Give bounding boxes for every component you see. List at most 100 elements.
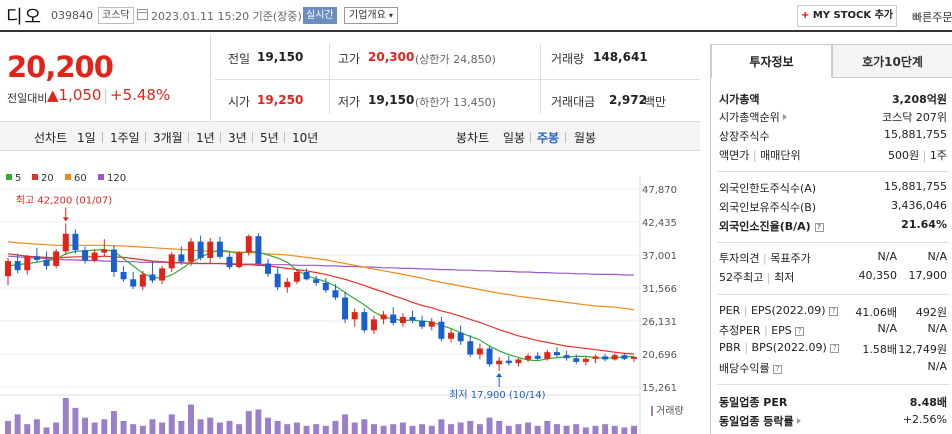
volume-bar bbox=[592, 425, 599, 434]
datetime: 2023.01.11 15:20 기준(장중) bbox=[151, 10, 302, 23]
line-chart-label: 선차트 bbox=[34, 131, 68, 145]
candle-body bbox=[284, 281, 291, 288]
volume-bar bbox=[332, 420, 339, 434]
candle-chart-label: 봉차트 bbox=[456, 131, 490, 145]
foreign-hold-value: 3,436,046 bbox=[891, 199, 947, 212]
foreign-limit-label: 외국인한도주식수(A) bbox=[719, 182, 817, 195]
foreign-hold-label: 외국인보유주식수(B) bbox=[719, 201, 817, 214]
high-label: 고가 bbox=[338, 52, 361, 66]
y-tick-label: 37,001 bbox=[642, 251, 677, 262]
period-1y[interactable]: 1년 bbox=[196, 131, 215, 145]
candle-body bbox=[563, 355, 570, 359]
volume-bar bbox=[236, 424, 243, 434]
market-cap-rank-label[interactable]: 시가총액순위 bbox=[719, 109, 787, 125]
range52-label: 52주최고 | 최저 bbox=[719, 271, 795, 284]
candle-body bbox=[544, 352, 551, 359]
info-row: PER | EPS(2022.09) ? 41.06배 492원 bbox=[719, 304, 951, 320]
help-icon[interactable]: ? bbox=[795, 327, 805, 336]
target-value: N/A bbox=[927, 250, 947, 263]
info-row: 투자의견 | 목표주가 N/A N/A bbox=[719, 250, 951, 266]
candle-body bbox=[33, 256, 40, 260]
ma-legend-label: 120 bbox=[107, 173, 126, 184]
volume-legend-mark bbox=[651, 406, 653, 416]
volume-bar bbox=[14, 414, 21, 434]
opinion-value: N/A bbox=[877, 250, 897, 263]
candle-body bbox=[419, 320, 426, 327]
info-row: 52주최고 | 최저 40,350 17,900 bbox=[719, 269, 951, 285]
sector-rate-label[interactable]: 동일업종 등락률 bbox=[719, 413, 801, 429]
face-unit-value: 500원 | 1주 bbox=[888, 149, 947, 162]
info-row: PBR | BPS(2022.09) ? 1.58배 12,749원 bbox=[719, 341, 951, 357]
foreign-limit-value: 15,881,755 bbox=[884, 180, 947, 193]
candle-body bbox=[207, 241, 214, 259]
plus-icon: + bbox=[800, 10, 810, 21]
ma-legend-swatch bbox=[32, 174, 38, 180]
y-tick-label: 26,131 bbox=[642, 317, 677, 328]
price-chart[interactable]: 47,870 42,435 37,001 31,566 26,131 20,696 15,2… bbox=[0, 152, 700, 434]
candle-body bbox=[361, 312, 368, 331]
volume-bar bbox=[139, 425, 146, 434]
candle-body bbox=[582, 358, 589, 362]
volume-bar bbox=[207, 417, 214, 434]
tab-invest-info[interactable]: 투자정보 bbox=[711, 44, 832, 78]
volume-bar bbox=[303, 425, 310, 434]
ma-legend-label: 5 bbox=[15, 173, 21, 184]
volume-value: 148,641 bbox=[593, 50, 648, 64]
candle-body bbox=[534, 355, 541, 359]
prev-close-label: 전일 bbox=[228, 52, 251, 66]
volume-bar bbox=[525, 422, 532, 434]
sector-rate-value: +2.56% bbox=[902, 413, 947, 426]
candle-body bbox=[168, 254, 175, 269]
candle-body bbox=[448, 332, 455, 339]
divider bbox=[717, 242, 949, 243]
candle-body bbox=[573, 358, 580, 362]
period-monthly[interactable]: 월봉 bbox=[574, 131, 597, 145]
company-info-button[interactable]: 기업개요 ▾ bbox=[344, 7, 399, 24]
ma-legend-swatch bbox=[6, 174, 12, 180]
face-unit-label: 액면가 | 매매단위 bbox=[719, 149, 801, 162]
period-10y[interactable]: 10년 bbox=[292, 131, 319, 145]
period-5y[interactable]: 5년 bbox=[260, 131, 279, 145]
candle-body bbox=[621, 355, 628, 359]
period-1w[interactable]: 1주일 bbox=[110, 131, 140, 145]
quick-order-link[interactable]: 빠른주문 bbox=[912, 11, 952, 24]
period-weekly[interactable]: 주봉 bbox=[537, 131, 560, 145]
est-per-value: N/A bbox=[877, 322, 897, 335]
tab-orderbook-10[interactable]: 호가10단계 bbox=[832, 44, 952, 78]
volume-bar bbox=[361, 419, 368, 434]
volume-bar bbox=[82, 417, 89, 434]
volume-bar bbox=[120, 420, 127, 434]
company-info-label: 기업개요 bbox=[349, 10, 386, 21]
ma-legend-label: 20 bbox=[41, 173, 54, 184]
period-3m[interactable]: 3개월 bbox=[153, 131, 183, 145]
volume-bar bbox=[448, 424, 455, 434]
candle-body bbox=[457, 332, 464, 342]
candle-body bbox=[486, 348, 493, 365]
help-icon[interactable]: ? bbox=[829, 307, 839, 316]
stock-code: 039840 bbox=[51, 9, 93, 22]
period-daily[interactable]: 일봉 bbox=[503, 131, 526, 145]
est-eps-value: N/A bbox=[927, 322, 947, 335]
volume-bar bbox=[245, 411, 252, 434]
candle-body bbox=[409, 316, 416, 321]
period-3y[interactable]: 3년 bbox=[228, 131, 247, 145]
period-1d[interactable]: 1일 bbox=[77, 131, 96, 145]
info-row: 동일업종 등락률 +2.56% bbox=[719, 413, 951, 429]
per-eps-label: PER | EPS(2022.09) ? bbox=[719, 304, 839, 317]
add-my-stock-button[interactable]: + MY STOCK 추가 bbox=[797, 5, 897, 27]
prev-close-value: 19,150 bbox=[257, 50, 304, 64]
help-icon[interactable]: ? bbox=[830, 344, 840, 353]
dividend-value: N/A bbox=[927, 360, 947, 373]
volume-bar bbox=[496, 420, 503, 434]
candle-body bbox=[265, 263, 272, 274]
help-icon[interactable]: ? bbox=[773, 365, 783, 374]
market-cap-value: 3,208억원 bbox=[891, 93, 947, 106]
volume-bar bbox=[293, 422, 300, 434]
market-badge: 코스닥 bbox=[98, 7, 134, 24]
candle-body bbox=[187, 241, 194, 262]
change-separator: | bbox=[103, 86, 109, 104]
help-icon[interactable]: ? bbox=[814, 223, 824, 232]
divider bbox=[717, 384, 949, 385]
info-row: 액면가 | 매매단위 500원 | 1주 bbox=[719, 147, 951, 163]
pbr-value: 1.58배 bbox=[862, 343, 897, 356]
